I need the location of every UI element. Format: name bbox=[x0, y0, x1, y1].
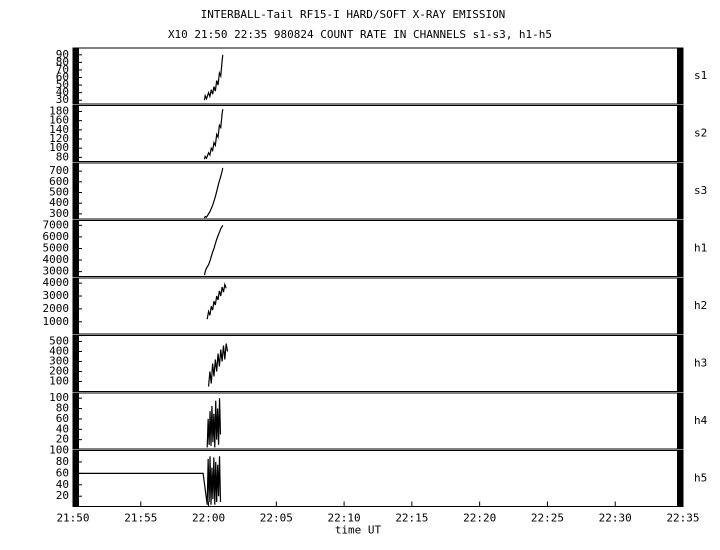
right-edge-bar bbox=[677, 48, 683, 104]
y-tick-label: 5000 bbox=[43, 242, 70, 255]
panel-label: h4 bbox=[694, 414, 708, 427]
y-tick-label: 80 bbox=[56, 402, 69, 415]
y-tick-label: 500 bbox=[49, 185, 69, 198]
y-tick-label: 100 bbox=[49, 375, 69, 388]
panel-frame bbox=[72, 220, 684, 277]
x-tick-label: 22:20 bbox=[463, 512, 496, 525]
panel-label: h3 bbox=[694, 357, 707, 370]
y-tick-label: 120 bbox=[49, 132, 69, 145]
panel-label: h5 bbox=[694, 472, 707, 485]
y-tick-label: 300 bbox=[49, 355, 69, 368]
left-edge-bar bbox=[73, 450, 79, 507]
y-tick-label: 3000 bbox=[43, 289, 70, 302]
data-line bbox=[206, 398, 222, 448]
y-tick-label: 7000 bbox=[43, 218, 70, 231]
panel-frame bbox=[72, 392, 684, 450]
x-tick-label: 21:55 bbox=[124, 512, 157, 525]
y-tick-label: 100 bbox=[49, 444, 69, 457]
x-tick-label: 22:05 bbox=[260, 512, 293, 525]
y-tick-label: 90 bbox=[56, 48, 69, 61]
y-tick-label: 60 bbox=[56, 466, 69, 479]
panel-frame bbox=[72, 162, 684, 220]
y-tick-label: 2000 bbox=[43, 302, 70, 315]
x-tick-label: 22:15 bbox=[395, 512, 428, 525]
y-tick-label: 50 bbox=[56, 78, 69, 91]
x-tick-label: 22:30 bbox=[599, 512, 632, 525]
x-axis-label: time UT bbox=[335, 524, 382, 537]
left-edge-bar bbox=[73, 105, 79, 162]
y-tick-label: 4000 bbox=[43, 253, 70, 266]
y-tick-label: 500 bbox=[49, 335, 69, 348]
y-tick-label: 700 bbox=[49, 164, 69, 177]
data-line bbox=[207, 343, 229, 387]
y-tick-label: 40 bbox=[56, 422, 69, 435]
y-tick-label: 20 bbox=[56, 489, 69, 502]
y-tick-label: 4000 bbox=[43, 276, 70, 289]
y-tick-label: 160 bbox=[49, 114, 69, 127]
left-edge-bar bbox=[73, 48, 79, 104]
data-line bbox=[203, 167, 224, 219]
y-tick-label: 30 bbox=[56, 93, 69, 106]
right-edge-bar bbox=[677, 450, 683, 507]
y-tick-label: 80 bbox=[56, 55, 69, 68]
panel-frame bbox=[72, 450, 684, 507]
panel-label: s3 bbox=[694, 184, 707, 197]
y-tick-label: 20 bbox=[56, 433, 69, 446]
left-edge-bar bbox=[73, 278, 79, 334]
y-tick-label: 100 bbox=[49, 141, 69, 154]
right-edge-bar bbox=[677, 278, 683, 334]
x-tick-label: 22:10 bbox=[328, 512, 361, 525]
y-tick-label: 70 bbox=[56, 63, 69, 76]
data-line bbox=[203, 54, 224, 101]
x-tick-label: 22:35 bbox=[666, 512, 699, 525]
y-tick-label: 300 bbox=[49, 207, 69, 220]
left-edge-bar bbox=[73, 335, 79, 392]
y-tick-label: 80 bbox=[56, 455, 69, 468]
y-tick-label: 400 bbox=[49, 196, 69, 209]
y-tick-label: 140 bbox=[49, 123, 69, 136]
y-tick-label: 1000 bbox=[43, 315, 70, 328]
y-tick-label: 600 bbox=[49, 175, 69, 188]
x-tick-label: 21:50 bbox=[56, 512, 89, 525]
right-edge-bar bbox=[677, 163, 683, 219]
right-edge-bar bbox=[677, 335, 683, 392]
right-edge-bar bbox=[677, 220, 683, 277]
y-tick-label: 180 bbox=[49, 104, 69, 117]
y-tick-label: 100 bbox=[49, 391, 69, 404]
x-tick-label: 22:25 bbox=[531, 512, 564, 525]
data-line bbox=[203, 225, 224, 276]
y-tick-label: 400 bbox=[49, 345, 69, 358]
panel-label: s2 bbox=[694, 127, 707, 140]
panel-frame bbox=[72, 277, 684, 335]
panel-frame bbox=[72, 47, 684, 105]
y-tick-label: 200 bbox=[49, 365, 69, 378]
panel-frame bbox=[72, 335, 684, 392]
data-line bbox=[203, 109, 224, 160]
y-tick-label: 40 bbox=[56, 478, 69, 491]
x-tick-label: 22:00 bbox=[192, 512, 225, 525]
panel-label: h2 bbox=[694, 299, 707, 312]
y-tick-label: 60 bbox=[56, 71, 69, 84]
y-tick-label: 6000 bbox=[43, 230, 70, 243]
chart-title: INTERBALL-Tail RF15-I HARD/SOFT X-RAY EM… bbox=[201, 8, 506, 21]
right-edge-bar bbox=[677, 393, 683, 449]
y-tick-label: 80 bbox=[56, 150, 69, 163]
y-tick-label: 60 bbox=[56, 412, 69, 425]
data-line bbox=[206, 282, 227, 320]
y-tick-label: 3000 bbox=[43, 265, 70, 278]
data-line bbox=[73, 456, 222, 505]
left-edge-bar bbox=[73, 163, 79, 219]
panel-label: h1 bbox=[694, 242, 707, 255]
right-edge-bar bbox=[677, 105, 683, 162]
y-tick-label: 40 bbox=[56, 86, 69, 99]
chart-subtitle: X10 21:50 22:35 980824 COUNT RATE IN CHA… bbox=[168, 28, 552, 41]
panel-frame bbox=[72, 105, 684, 162]
panel-label: s1 bbox=[694, 69, 707, 82]
left-edge-bar bbox=[73, 393, 79, 449]
